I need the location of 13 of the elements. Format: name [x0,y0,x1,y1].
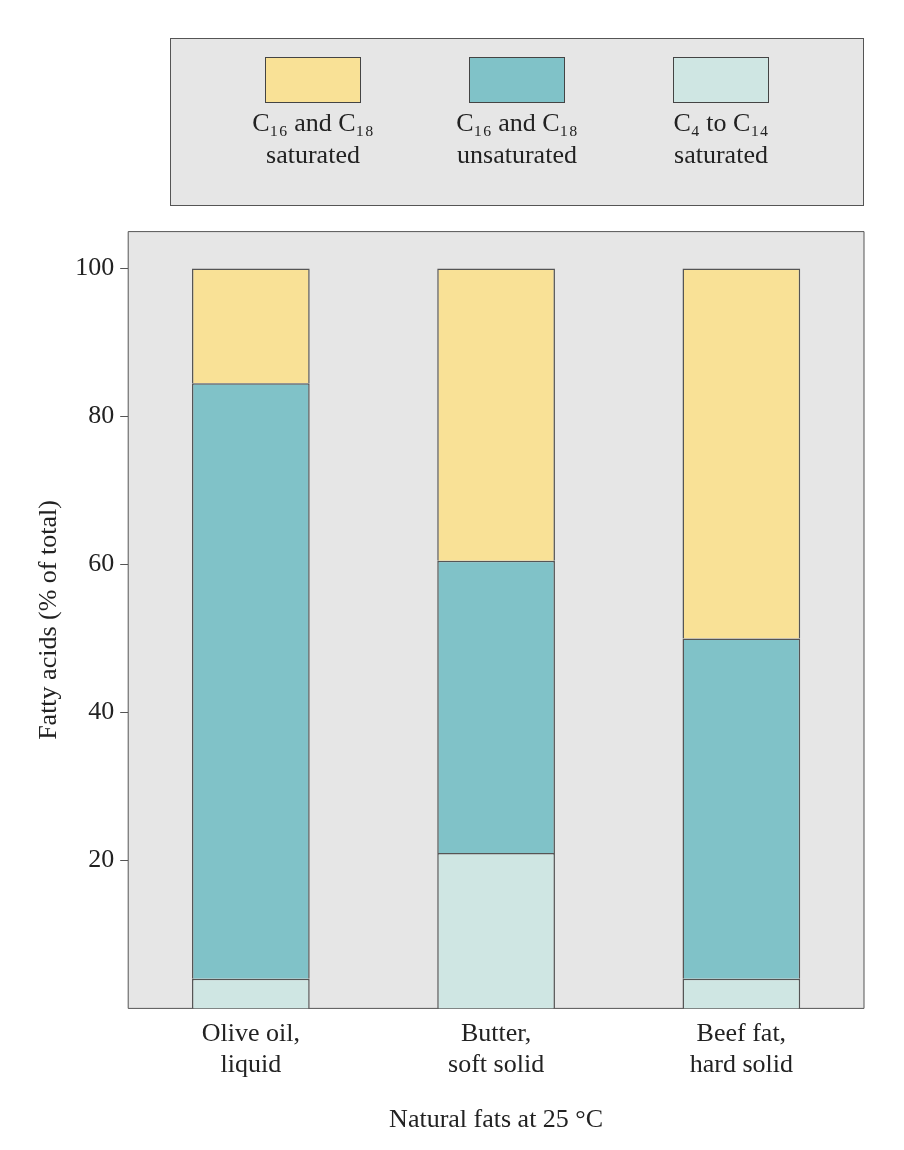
x-tick-label: Beef fat, hard solid [689,1017,793,1079]
y-tick-label: 20 [88,844,115,874]
legend-label: C₄ to C₁₄ saturated [672,107,770,171]
y-tick-label: 80 [88,400,115,430]
x-tick-label: Olive oil, liquid [201,1017,300,1079]
legend-label: C₁₆ and C₁₈ unsaturated [455,107,579,171]
y-axis-title: Fatty acids (% of total) [33,500,63,740]
legend-label: C₁₆ and C₁₈ saturated [251,107,375,171]
x-axis-title: Natural fats at 25 °C [389,1104,604,1134]
x-tick-label: Butter, soft solid [448,1017,545,1079]
y-tick-label: 40 [88,696,115,726]
y-tick-label: 100 [75,252,115,282]
y-tick-label: 60 [88,548,115,578]
